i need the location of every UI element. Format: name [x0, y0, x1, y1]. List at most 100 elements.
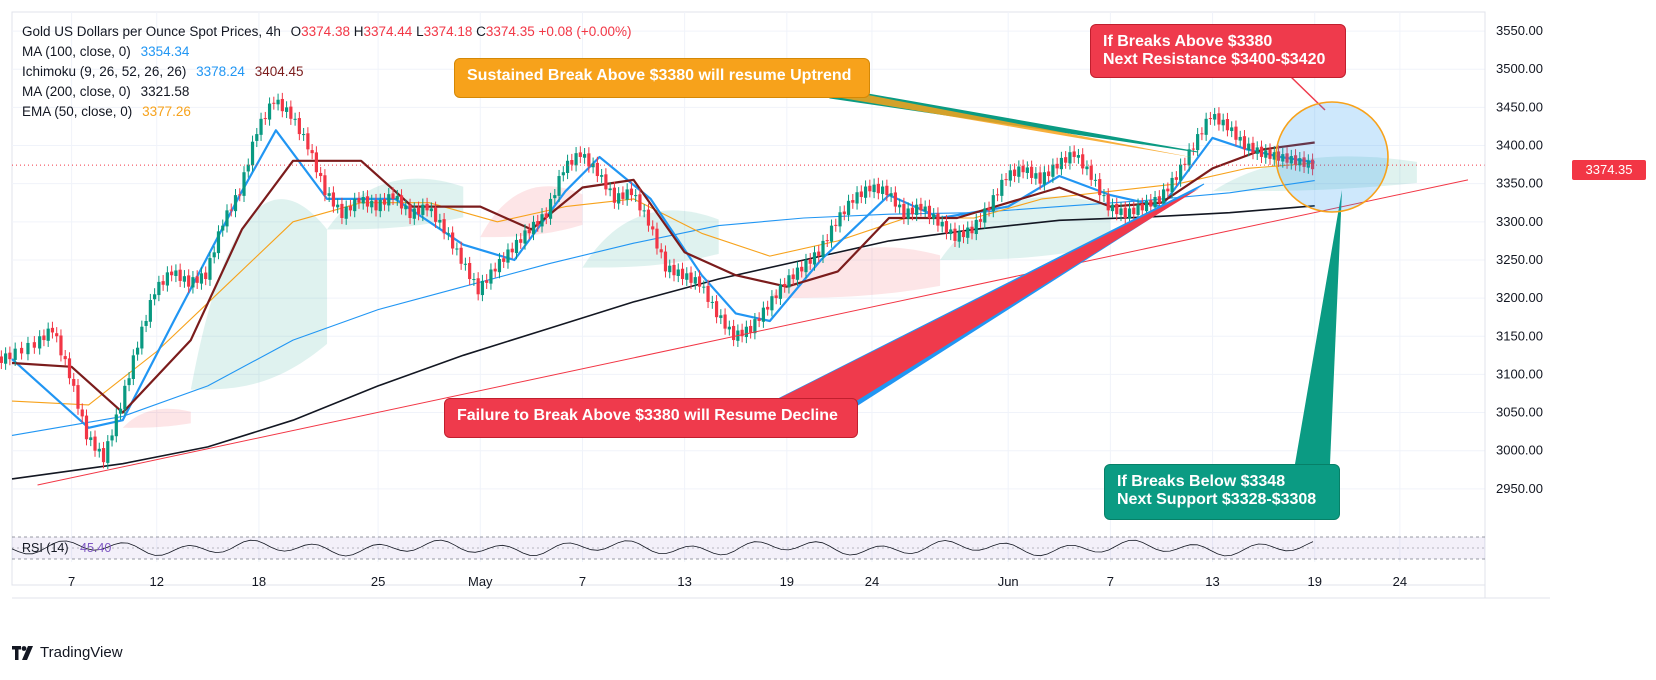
rsi-line [11, 539, 1314, 557]
candle-body [387, 194, 391, 206]
candle-body [433, 207, 438, 222]
candle-body [174, 270, 178, 276]
candle-body [889, 193, 893, 196]
candle-body [1081, 154, 1085, 169]
candle-body [766, 306, 770, 310]
candle-body [983, 208, 987, 223]
cloud-segment [122, 408, 191, 428]
y-tick-label: 3050.00 [1496, 405, 1543, 420]
candle-body [842, 211, 846, 215]
candle-body [523, 230, 527, 244]
candle-body [123, 385, 127, 410]
candle-body [881, 186, 885, 194]
indicator-line [11, 141, 1315, 414]
candle-body [4, 353, 8, 364]
candle-body [110, 435, 114, 441]
indicator-line [11, 205, 1315, 480]
ma100-value: 3354.34 [140, 44, 190, 59]
legend-ma100[interactable]: MA (100, close, 0) 3354.34 [22, 42, 632, 62]
candle-body [680, 268, 685, 280]
candle-body [557, 176, 561, 196]
legend-title-row: Gold US Dollars per Ounce Spot Prices, 4… [22, 22, 632, 42]
candle-body [55, 333, 59, 337]
candle-body [1276, 151, 1281, 161]
annotation-drawings [12, 75, 1485, 486]
candle-body [970, 226, 974, 234]
uptrend-callout[interactable]: Sustained Break Above $3380 will resume … [454, 58, 870, 98]
candle-body [1174, 177, 1178, 180]
candle-body [493, 268, 497, 272]
ema50-name: EMA (50, close, 0) [22, 104, 133, 119]
resistance-callout[interactable]: If Breaks Above $3380 Next Resistance $3… [1090, 24, 1346, 78]
candle-body [587, 153, 591, 167]
candle-body [838, 212, 842, 227]
legend-ichimoku[interactable]: Ichimoku (9, 26, 52, 26, 26) 3378.24 340… [22, 62, 632, 82]
decline-callout[interactable]: Failure to Break Above $3380 will Resume… [444, 398, 858, 438]
y-tick-label: 3450.00 [1496, 99, 1543, 114]
candle-body [612, 187, 616, 203]
candle-body [404, 205, 408, 210]
candle-body [702, 286, 706, 288]
candle-body [978, 219, 983, 222]
candle-body [340, 203, 344, 218]
ichimoku-value-2: 3404.45 [254, 64, 304, 79]
candle-body [957, 231, 961, 242]
candle-body [1285, 153, 1289, 163]
candle-body [995, 194, 1000, 196]
candle-body [846, 200, 851, 215]
candle-body [225, 210, 229, 227]
y-tick-label: 3100.00 [1496, 366, 1543, 381]
candle-body [212, 252, 216, 258]
candle-body [131, 355, 135, 379]
candle-body [936, 213, 940, 226]
candle-body [961, 230, 966, 238]
tradingview-logo[interactable]: TradingView [12, 644, 123, 661]
indicator-line [11, 129, 1315, 429]
candle-body [1055, 163, 1059, 169]
candle-body [489, 269, 493, 284]
candle-body [774, 295, 778, 299]
candle-body [1017, 166, 1021, 177]
rsi-value: 45.40 [80, 541, 111, 555]
y-tick-label: 3300.00 [1496, 214, 1543, 229]
candle-body [872, 184, 876, 193]
candle-body [425, 203, 429, 211]
candle-body [595, 162, 599, 177]
candle-body [195, 276, 199, 283]
support-callout[interactable]: If Breaks Below $3348 Next Support $3328… [1104, 464, 1340, 520]
candle-body [263, 118, 267, 120]
candle-body [336, 204, 340, 208]
candle-body [582, 154, 587, 158]
candle-body [204, 272, 208, 280]
candle-body [966, 227, 970, 238]
candle-body [1242, 136, 1247, 150]
candle-body [455, 248, 459, 250]
y-tick-label: 3550.00 [1496, 23, 1543, 38]
candle-body [46, 328, 50, 341]
candle-body [923, 206, 927, 212]
candle-body [710, 301, 714, 303]
candle-body [817, 251, 821, 257]
candle-body [259, 118, 263, 135]
legend-ma200[interactable]: MA (200, close, 0) 3321.58 [22, 82, 632, 102]
support-callout-line2: Next Support $3328-$3308 [1117, 491, 1317, 508]
ohlc-low: 3374.18 [423, 24, 473, 39]
candle-body [668, 265, 672, 273]
candle-body [344, 206, 348, 219]
ma200-value: 3321.58 [140, 84, 190, 99]
candle-body [706, 285, 710, 302]
candle-body [446, 233, 450, 235]
candle-body [625, 189, 629, 200]
legend-ema50[interactable]: EMA (50, close, 0) 3377.26 [22, 102, 632, 122]
grid [11, 11, 1486, 586]
resistance-callout-line2: Next Resistance $3400-$3420 [1103, 51, 1326, 68]
candle-body [991, 195, 995, 212]
candle-body [731, 325, 736, 341]
ma100-name: MA (100, close, 0) [22, 44, 131, 59]
candle-body [327, 193, 331, 196]
rsi-label: RSI (14) [22, 541, 69, 555]
candle-body [293, 118, 297, 120]
candle-body [32, 342, 36, 348]
